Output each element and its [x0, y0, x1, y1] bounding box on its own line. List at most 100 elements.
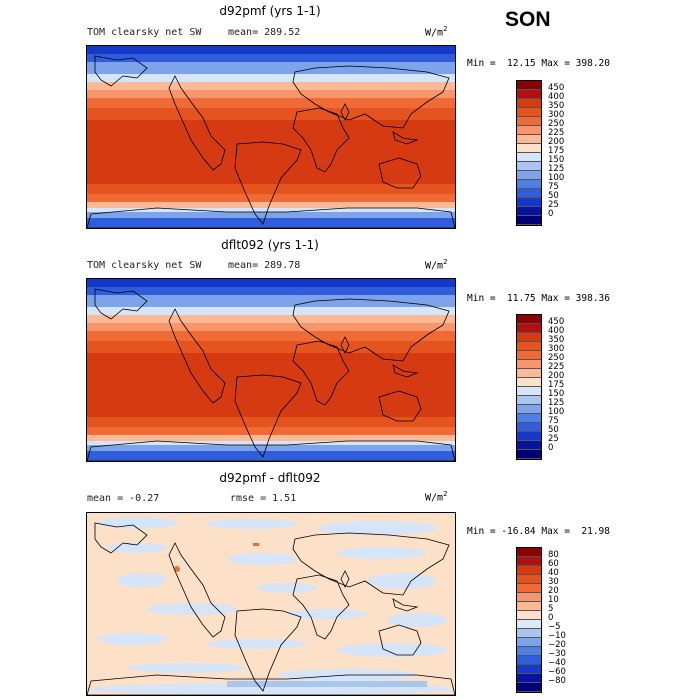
- map-negative-region: [227, 553, 297, 565]
- map-color-band: [87, 451, 455, 461]
- map-color-band: [87, 445, 455, 451]
- map-color-band: [87, 315, 455, 323]
- map-color-band: [87, 108, 455, 120]
- coastline: [94, 288, 148, 320]
- panel-2-map-svg: [87, 279, 455, 461]
- coastline: [292, 340, 350, 406]
- colorbar-swatch: [517, 117, 541, 126]
- colorbar-tick-label: 60: [548, 559, 559, 569]
- colorbar-swatch: [517, 162, 541, 171]
- map-negative-region: [107, 543, 167, 553]
- panel-1-mean: mean= 289.52: [228, 27, 301, 38]
- colorbar-swatch: [517, 324, 541, 333]
- colorbar-swatch: [517, 450, 541, 459]
- coastline: [292, 574, 350, 640]
- colorbar-tick-label: 125: [548, 164, 565, 174]
- colorbar-tick-label: 125: [548, 398, 565, 408]
- coastline: [87, 207, 455, 228]
- panel-3-colorbar: [516, 547, 542, 693]
- colorbar-tick-label: 200: [548, 137, 565, 147]
- panel-2-minmax: Min = 11.75 Max = 398.36: [467, 293, 610, 304]
- colorbar-tick-label: 0: [548, 443, 554, 453]
- colorbar-tick-label: 400: [548, 92, 565, 102]
- colorbar-tick-label: 20: [548, 586, 559, 596]
- map-color-band: [87, 98, 455, 108]
- map-negative-region: [337, 643, 447, 657]
- colorbar-tick-label: 50: [548, 425, 559, 435]
- colorbar-tick-label: −5: [548, 622, 561, 632]
- colorbar-tick-label: 450: [548, 83, 565, 93]
- colorbar-tick-label: 225: [548, 128, 565, 138]
- colorbar-swatch: [517, 90, 541, 99]
- colorbar-swatch: [517, 629, 541, 638]
- coastline: [87, 440, 455, 461]
- colorbar-tick-label: 80: [548, 550, 559, 560]
- colorbar-tick-label: 100: [548, 407, 565, 417]
- map-color-band: [87, 54, 455, 62]
- season-label: SON: [505, 8, 551, 31]
- colorbar-swatch: [517, 548, 541, 557]
- colorbar-tick-label: 175: [548, 146, 565, 156]
- map-negative-region: [97, 633, 167, 645]
- panel-2-units: W/m2: [425, 258, 448, 272]
- coastline: [234, 374, 302, 458]
- panel-2-mean: mean= 289.78: [228, 260, 301, 271]
- colorbar-swatch: [517, 180, 541, 189]
- colorbar-swatch: [517, 432, 541, 441]
- coastline: [292, 532, 450, 596]
- colorbar-tick-label: −80: [548, 676, 566, 686]
- map-color-band: [87, 120, 455, 184]
- panel-2-variable: TOM clearsky net SW: [87, 260, 202, 271]
- panel-3-minmax: Min = -16.84 Max = 21.98: [467, 526, 610, 537]
- panel-1-minmax: Min = 12.15 Max = 398.20: [467, 58, 610, 69]
- colorbar-tick-label: 200: [548, 371, 565, 381]
- map-negative-region: [127, 663, 247, 673]
- map-color-band: [87, 435, 455, 441]
- coastline: [292, 65, 450, 129]
- colorbar-tick-label: 75: [548, 416, 559, 426]
- panel-1-colorbar: [516, 80, 542, 226]
- panel-3-title: d92pmf - dflt092: [219, 471, 321, 485]
- colorbar-swatch: [517, 216, 541, 225]
- coastline: [94, 522, 148, 554]
- colorbar-swatch: [517, 198, 541, 207]
- map-color-band: [87, 353, 455, 417]
- panel-3-units: W/m2: [425, 490, 448, 504]
- colorbar-tick-label: −10: [548, 631, 566, 641]
- coastline: [340, 103, 350, 121]
- map-negative-region: [367, 573, 437, 589]
- colorbar-swatch: [517, 396, 541, 405]
- colorbar-tick-label: 350: [548, 335, 565, 345]
- colorbar-swatch: [517, 584, 541, 593]
- map-color-band: [87, 218, 455, 228]
- colorbar-tick-label: 25: [548, 200, 559, 210]
- colorbar-swatch: [517, 99, 541, 108]
- colorbar-swatch: [517, 333, 541, 342]
- map-positive-region: [253, 543, 259, 546]
- map-negative-region: [287, 609, 367, 619]
- map-color-band: [87, 323, 455, 331]
- colorbar-swatch: [517, 315, 541, 324]
- colorbar-swatch: [517, 602, 541, 611]
- map-color-band: [87, 74, 455, 82]
- colorbar-tick-label: −40: [548, 658, 566, 668]
- colorbar-swatch: [517, 351, 541, 360]
- map-color-band: [87, 212, 455, 218]
- colorbar-tick-label: 150: [548, 155, 565, 165]
- map-color-band: [87, 307, 455, 315]
- colorbar-tick-label: 225: [548, 362, 565, 372]
- colorbar-tick-label: 300: [548, 344, 565, 354]
- coastline: [340, 570, 350, 588]
- coastline: [292, 107, 350, 173]
- colorbar-swatch: [517, 171, 541, 180]
- coastline: [168, 542, 226, 638]
- map-color-band: [87, 202, 455, 208]
- coastline: [234, 608, 302, 692]
- colorbar-swatch: [517, 665, 541, 674]
- panel-2-colorbar: [516, 314, 542, 460]
- colorbar-tick-label: −60: [548, 667, 566, 677]
- colorbar-swatch: [517, 108, 541, 117]
- colorbar-swatch: [517, 360, 541, 369]
- coastline: [340, 336, 350, 354]
- colorbar-tick-label: 0: [548, 613, 554, 623]
